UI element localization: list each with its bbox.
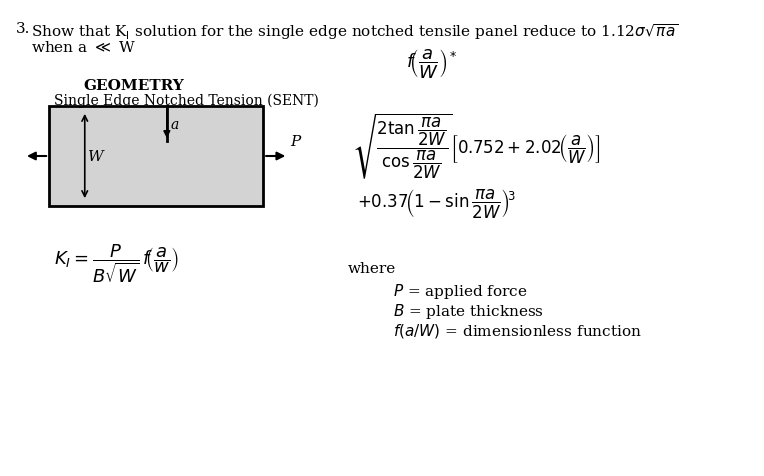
Text: $f(a/W)$ = dimensionless function: $f(a/W)$ = dimensionless function bbox=[393, 321, 642, 339]
Text: Single Edge Notched Tension (SENT): Single Edge Notched Tension (SENT) bbox=[53, 94, 319, 108]
Bar bbox=[49, 107, 264, 207]
Text: W: W bbox=[89, 149, 104, 164]
Text: where: where bbox=[348, 261, 397, 276]
Text: $B$ = plate thickness: $B$ = plate thickness bbox=[393, 301, 543, 320]
Text: 3.: 3. bbox=[16, 22, 31, 36]
Text: P: P bbox=[290, 135, 300, 149]
Text: $+ 0.37\!\left(1 - \sin\dfrac{\pi a}{2W}\right)^{\!3}$: $+ 0.37\!\left(1 - \sin\dfrac{\pi a}{2W}… bbox=[357, 187, 516, 219]
Text: a: a bbox=[170, 118, 179, 132]
Text: GEOMETRY: GEOMETRY bbox=[83, 79, 184, 93]
Text: $\sqrt{\dfrac{2\tan\dfrac{\pi a}{2W}}{\cos\dfrac{\pi a}{2W}}}$$\left[0.752 + 2.0: $\sqrt{\dfrac{2\tan\dfrac{\pi a}{2W}}{\c… bbox=[352, 112, 601, 181]
Text: $f\!\left(\dfrac{a}{W}\right)^*$: $f\!\left(\dfrac{a}{W}\right)^*$ bbox=[406, 47, 458, 80]
Text: $P$ = applied force: $P$ = applied force bbox=[393, 281, 527, 300]
Text: $K_I = \dfrac{P}{B\sqrt{W}}\,f\!\left(\dfrac{a}{w}\right)$: $K_I = \dfrac{P}{B\sqrt{W}}\,f\!\left(\d… bbox=[53, 241, 179, 284]
Text: when a $\ll$ W: when a $\ll$ W bbox=[31, 40, 136, 55]
Text: Show that K$_\mathrm{I}$ solution for the single edge notched tensile panel redu: Show that K$_\mathrm{I}$ solution for th… bbox=[31, 22, 678, 42]
